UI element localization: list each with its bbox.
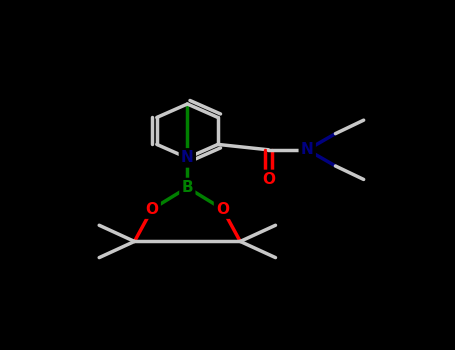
Text: O: O [216, 202, 229, 217]
Text: O: O [146, 202, 159, 217]
Text: N: N [181, 150, 194, 166]
Text: N: N [301, 142, 313, 157]
Text: B: B [182, 180, 193, 195]
Text: O: O [262, 172, 275, 187]
